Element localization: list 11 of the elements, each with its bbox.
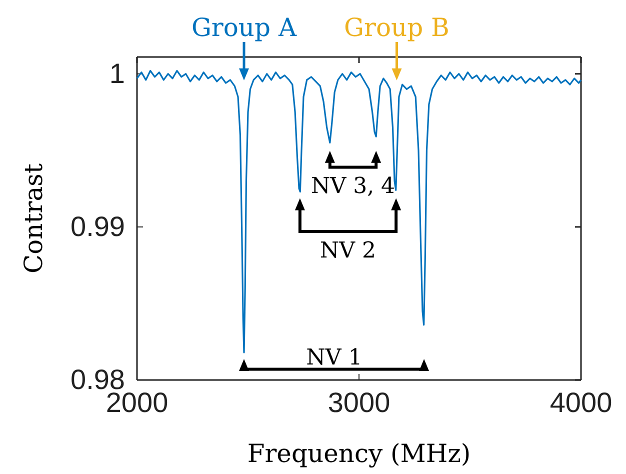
- annotation: NV 2: [320, 238, 376, 264]
- y-axis-title: Contrast: [19, 163, 48, 274]
- y-tick-label: 0.99: [70, 210, 125, 242]
- x-tick-label: 4000: [550, 386, 612, 418]
- text: Group B: [344, 13, 450, 42]
- annotation: NV 3, 4: [310, 174, 396, 200]
- text: Group A: [191, 13, 298, 42]
- annotation: NV 1: [306, 345, 362, 370]
- x-tick-label: 3000: [328, 386, 390, 418]
- x-axis-title: Frequency (MHz): [247, 439, 471, 468]
- y-tick-label: 1: [109, 58, 125, 89]
